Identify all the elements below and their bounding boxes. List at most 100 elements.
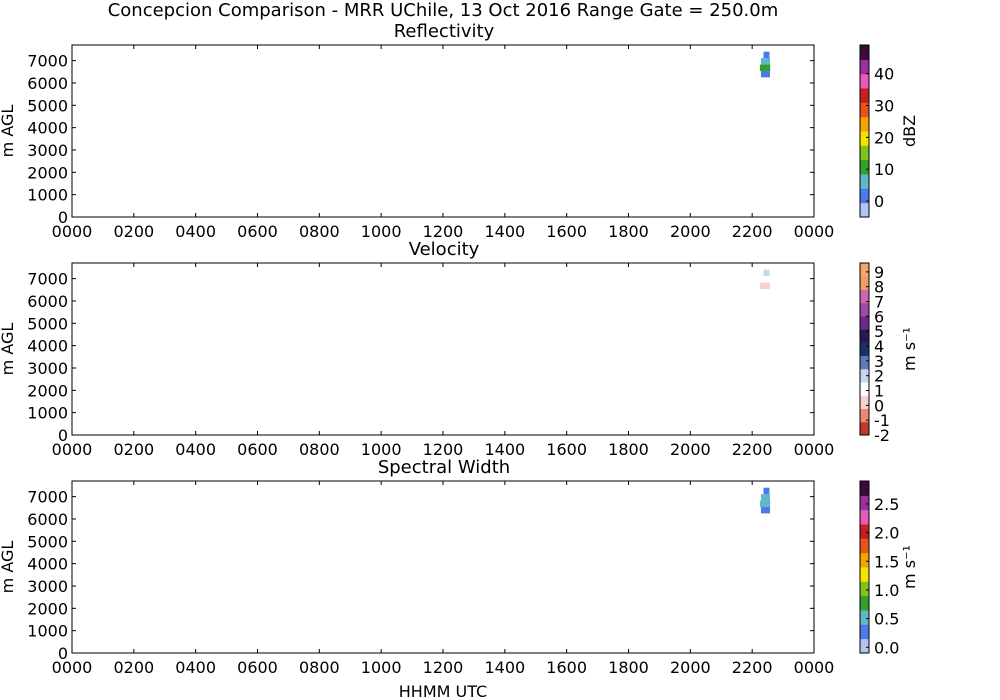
colorbar-label: m s⁻¹ [900,327,919,371]
x-tick-label: 1600 [546,440,587,459]
echo-cell [763,269,770,277]
y-tick-label: 5000 [27,314,68,333]
colorbar-tick-label: 2 [874,367,884,386]
colorbar-segment [860,638,869,654]
colorbar-tick-label: 1.5 [874,552,899,571]
y-tick-label: 7000 [27,52,68,71]
colorbar-tick-label: 10 [874,160,894,179]
colorbar-segment [860,567,869,582]
colorbar-segment [860,174,869,189]
y-axis-label: m AGL [0,541,17,594]
colorbar-tick-label: 2.0 [874,524,899,543]
colorbar-segment [860,88,869,103]
x-tick-label: 0000 [794,222,835,241]
colorbar-segment [860,159,869,175]
y-axis-label: m AGL [0,105,17,158]
x-tick-label: 1400 [484,222,525,241]
y-tick-label: 5000 [27,532,68,551]
colorbar-segment [860,481,869,496]
x-tick-label: 1800 [608,440,649,459]
x-tick-label: 0800 [299,658,340,677]
colorbar-segment [860,116,869,132]
panels: Reflectivitym AGL00000200040006000800100… [0,21,919,677]
colorbar-segment [860,59,869,75]
x-tick-label: 0600 [237,658,278,677]
colorbar: 0 10 20 30 40 dBZ [859,44,919,218]
colorbar-tick-label: 0.0 [874,638,899,657]
echo-cell [759,64,771,71]
colorbar-segment [860,73,869,89]
y-tick-label: 6000 [27,292,68,311]
colorbar-tick-label: 0 [874,396,884,415]
colorbar-segment [860,552,869,568]
colorbar-tick-label: 9 [874,263,884,282]
colorbar-tick-label: 0.5 [874,610,899,629]
x-tick-label: 1000 [361,440,402,459]
colorbar-segment [860,408,869,423]
x-tick-label: 0000 [52,658,93,677]
colorbar-segment [860,595,869,611]
x-tick-label: 0000 [794,440,835,459]
colorbar-frame [859,480,870,654]
colorbar-label: m s⁻¹ [900,545,919,589]
panel-title: Velocity [409,239,480,260]
x-tick-label: 1200 [423,440,464,459]
x-tick-label: 0400 [175,440,216,459]
x-tick-label: 0000 [52,222,93,241]
y-tick-label: 7000 [27,270,68,289]
panel-reflectivity: Reflectivitym AGL00000200040006000800100… [0,21,919,241]
x-tick-label: 0600 [237,222,278,241]
y-tick-label: 6000 [27,510,68,529]
echo-cell [760,494,770,501]
colorbar-tick-label: 40 [874,65,894,84]
x-tick-label: 2200 [732,222,773,241]
y-tick-label: 1000 [27,622,68,641]
y-tick-label: 1000 [27,404,68,423]
x-tick-label: 2000 [670,440,711,459]
x-tick-label: 2200 [732,440,773,459]
echo-cell [763,487,770,495]
colorbar-tick-label: 6 [874,307,884,326]
echo-cell [760,288,770,296]
figure-suptitle: Concepcion Comparison - MRR UChile, 13 O… [108,0,779,21]
colorbar-segment [860,581,869,597]
x-tick-label: 0200 [113,222,154,241]
x-tick-label: 1800 [608,222,649,241]
y-tick-label: 0 [58,208,68,227]
x-tick-label: 0400 [175,222,216,241]
x-tick-label: 1400 [484,440,525,459]
y-tick-label: 6000 [27,74,68,93]
colorbar-segment [860,329,869,343]
colorbar-tick-label: 1.0 [874,581,899,600]
colorbar-tick-label: 8 [874,278,884,297]
colorbar-segment [860,509,869,525]
colorbar-tick-label: 1 [874,382,884,401]
colorbar-segment [860,382,869,396]
colorbar-frame [859,44,870,218]
colorbar-tick-label: 4 [874,337,884,356]
x-axis-label: HHMM UTC [399,682,487,700]
y-tick-label: 3000 [27,359,68,378]
x-tick-label: 1600 [546,222,587,241]
x-tick-label: 0200 [113,658,154,677]
x-tick-label: 1200 [423,658,464,677]
y-tick-label: 4000 [27,337,68,356]
x-tick-label: 0200 [113,440,154,459]
colorbar-tick-label: 5 [874,322,884,341]
colorbar-segment [860,315,869,330]
x-tick-label: 2200 [732,658,773,677]
colorbar-segment [860,302,869,317]
panel-title: Reflectivity [394,21,495,42]
x-tick-label: 1200 [423,222,464,241]
colorbar-segment [860,202,869,218]
y-tick-label: 7000 [27,488,68,507]
colorbar-tick-label: 7 [874,293,884,312]
colorbar-segment [860,421,869,436]
y-tick-label: 2000 [27,381,68,400]
x-tick-label: 2000 [670,658,711,677]
x-tick-label: 1600 [546,658,587,677]
y-tick-label: 0 [58,644,68,663]
